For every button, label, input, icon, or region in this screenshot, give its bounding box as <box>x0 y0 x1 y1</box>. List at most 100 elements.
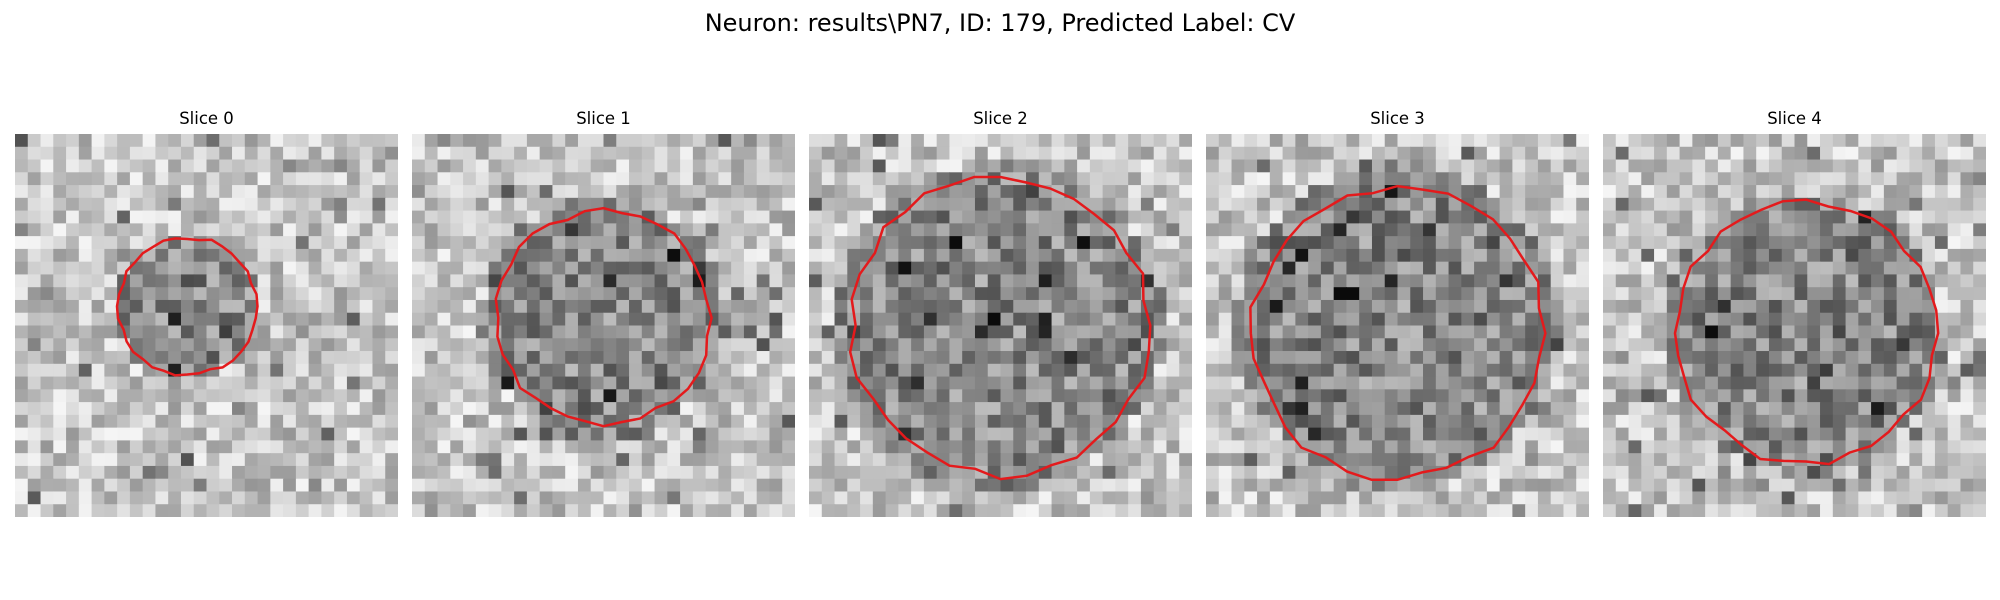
image-pixel <box>1973 287 1986 301</box>
image-pixel <box>1947 363 1962 378</box>
image-pixel <box>359 325 374 339</box>
image-pixel <box>1641 312 1655 327</box>
image-pixel <box>1563 402 1577 416</box>
image-pixel <box>1038 248 1053 263</box>
image-pixel <box>680 261 694 276</box>
image-pixel <box>1423 287 1437 301</box>
image-pixel <box>565 146 579 161</box>
image-pixel <box>1474 159 1488 173</box>
image-pixel <box>718 312 732 327</box>
image-pixel <box>1717 427 1732 441</box>
image-pixel <box>1730 312 1745 327</box>
image-pixel <box>1026 287 1040 301</box>
image-pixel <box>1384 312 1399 327</box>
image-pixel <box>1077 414 1091 429</box>
image-pixel <box>1909 427 1923 441</box>
image-pixel <box>412 414 426 429</box>
image-pixel <box>1448 363 1462 378</box>
image-pixel <box>949 223 963 237</box>
image-pixel <box>705 402 719 416</box>
image-pixel <box>1371 312 1386 327</box>
image-pixel <box>1807 185 1821 199</box>
image-pixel <box>1794 299 1808 314</box>
image-pixel <box>552 504 566 517</box>
image-pixel <box>321 465 335 480</box>
image-pixel <box>1743 299 1757 314</box>
image-pixel <box>1410 338 1424 352</box>
image-pixel <box>78 261 93 276</box>
image-pixel <box>1231 414 1245 429</box>
image-pixel <box>104 376 118 390</box>
image-pixel <box>1832 465 1847 480</box>
image-pixel <box>769 274 783 288</box>
image-pixel <box>412 325 426 339</box>
image-pixel <box>1333 440 1348 454</box>
image-pixel <box>821 248 836 263</box>
image-pixel <box>66 414 80 429</box>
image-pixel <box>769 376 783 390</box>
image-pixel <box>809 172 823 186</box>
image-pixel <box>1423 389 1437 403</box>
image-pixel <box>1858 185 1872 199</box>
image-pixel <box>1641 146 1655 161</box>
image-pixel <box>1537 414 1552 429</box>
image-pixel <box>565 491 579 505</box>
image-pixel <box>1333 159 1348 173</box>
image-pixel <box>283 287 297 301</box>
image-pixel <box>1871 261 1885 276</box>
image-pixel <box>1102 197 1116 212</box>
image-pixel <box>1730 465 1745 480</box>
image-pixel <box>1730 172 1745 186</box>
image-pixel <box>1218 453 1233 467</box>
image-pixel <box>1448 146 1462 161</box>
image-pixel <box>1295 185 1309 199</box>
image-pixel <box>475 491 490 505</box>
image-pixel <box>936 248 951 263</box>
image-pixel <box>923 287 938 301</box>
image-pixel <box>756 427 771 441</box>
image-pixel <box>949 465 963 480</box>
image-pixel <box>731 210 745 224</box>
image-pixel <box>1423 491 1437 505</box>
image-pixel <box>1576 312 1589 327</box>
image-pixel <box>437 223 451 237</box>
image-pixel <box>1153 312 1168 327</box>
image-pixel <box>1563 236 1577 250</box>
image-pixel <box>117 299 131 314</box>
image-pixel <box>1102 236 1116 250</box>
image-pixel <box>654 261 668 276</box>
image-pixel <box>1000 236 1014 250</box>
image-pixel <box>1576 465 1589 480</box>
image-pixel <box>923 146 938 161</box>
image-pixel <box>1756 312 1770 327</box>
image-pixel <box>450 312 464 327</box>
image-pixel <box>501 134 515 148</box>
image-pixel <box>1525 159 1539 173</box>
image-pixel <box>321 325 335 339</box>
image-pixel <box>987 338 1002 352</box>
image-pixel <box>53 491 67 505</box>
image-pixel <box>488 261 502 276</box>
image-pixel <box>1102 504 1116 517</box>
image-pixel <box>321 389 335 403</box>
image-pixel <box>1756 134 1770 148</box>
image-pixel <box>1474 478 1488 493</box>
image-pixel <box>1512 210 1526 224</box>
image-pixel <box>1026 440 1040 454</box>
image-pixel <box>898 236 912 250</box>
image-pixel <box>372 172 386 186</box>
image-pixel <box>15 223 29 237</box>
image-pixel <box>756 491 771 505</box>
image-pixel <box>1051 440 1065 454</box>
image-pixel <box>104 465 118 480</box>
image-pixel <box>501 312 515 327</box>
image-pixel <box>1077 363 1091 378</box>
image-pixel <box>1909 197 1923 212</box>
image-pixel <box>1474 312 1488 327</box>
image-pixel <box>1499 146 1513 161</box>
image-pixel <box>385 261 398 276</box>
image-pixel <box>692 210 707 224</box>
image-pixel <box>385 210 398 224</box>
image-pixel <box>1371 236 1386 250</box>
image-pixel <box>1474 325 1488 339</box>
